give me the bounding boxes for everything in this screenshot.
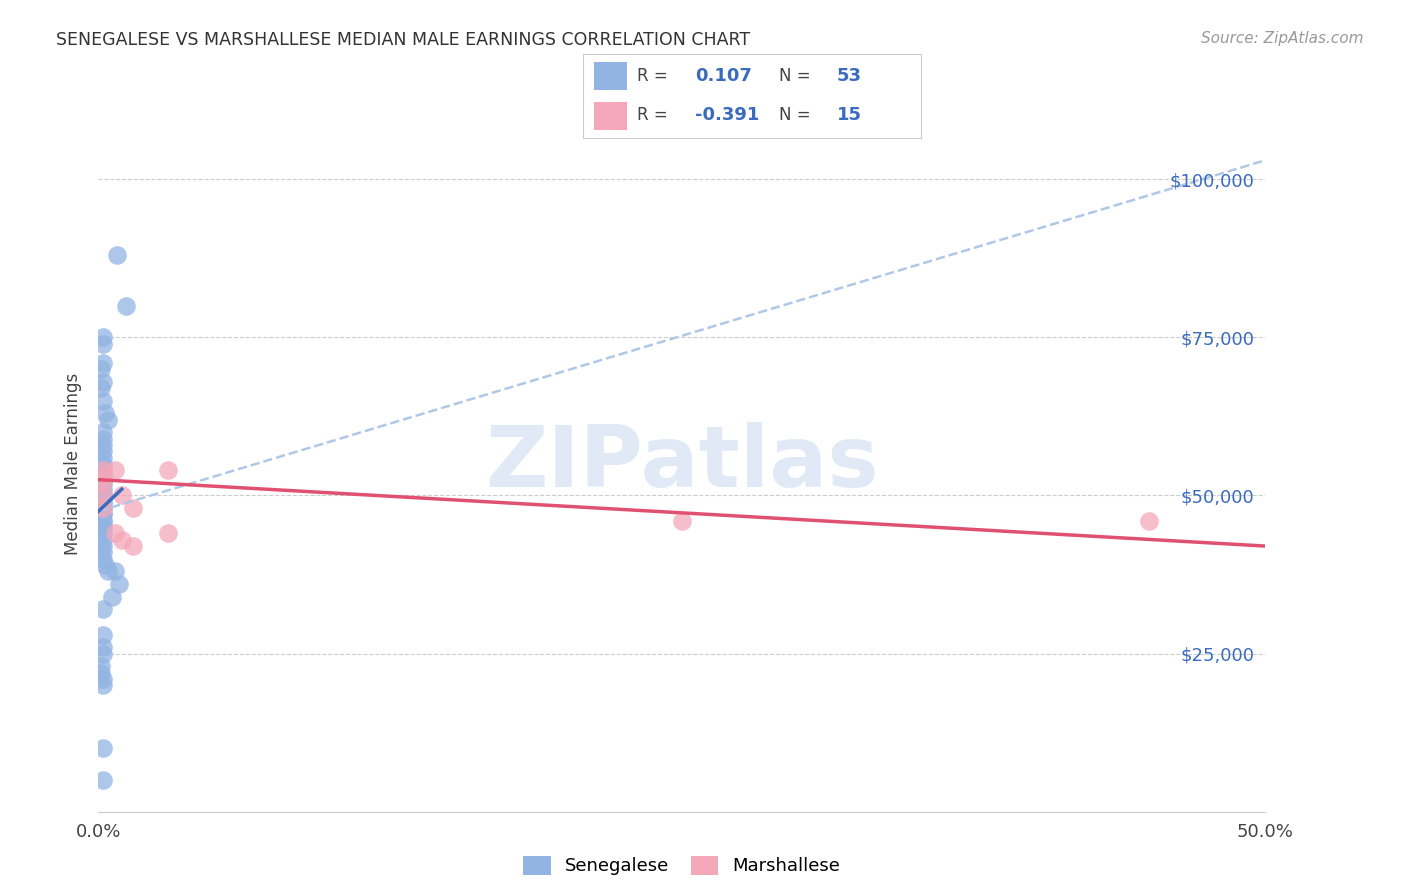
Point bbox=[91, 520, 114, 534]
Point bbox=[91, 672, 114, 686]
Point bbox=[104, 526, 127, 541]
Point bbox=[91, 336, 114, 351]
Point bbox=[122, 501, 145, 516]
Point bbox=[91, 551, 114, 566]
Point bbox=[91, 488, 114, 502]
Legend: Senegalese, Marshallese: Senegalese, Marshallese bbox=[516, 849, 848, 883]
Point bbox=[91, 627, 114, 641]
Point bbox=[91, 501, 114, 516]
Point bbox=[91, 640, 114, 655]
Point bbox=[91, 545, 114, 559]
Point bbox=[91, 678, 114, 692]
Point bbox=[91, 495, 114, 509]
Point bbox=[91, 533, 114, 547]
Point bbox=[157, 463, 180, 477]
Point bbox=[91, 501, 114, 516]
Point bbox=[91, 508, 114, 522]
Point bbox=[91, 425, 114, 440]
Point bbox=[91, 520, 114, 534]
Point bbox=[115, 299, 138, 313]
Point bbox=[94, 406, 117, 420]
Point bbox=[91, 501, 114, 516]
Point bbox=[91, 488, 114, 502]
Point bbox=[91, 495, 114, 509]
Point bbox=[90, 381, 112, 395]
Point bbox=[91, 526, 114, 541]
Point bbox=[90, 362, 112, 376]
Point bbox=[91, 463, 114, 477]
FancyBboxPatch shape bbox=[593, 62, 627, 90]
Point bbox=[1137, 514, 1160, 528]
Text: -0.391: -0.391 bbox=[695, 106, 759, 124]
Point bbox=[111, 488, 134, 502]
Point bbox=[105, 248, 128, 262]
Point bbox=[91, 514, 114, 528]
Point bbox=[101, 590, 124, 604]
Point bbox=[91, 602, 114, 616]
Point bbox=[91, 330, 114, 344]
Point bbox=[90, 665, 112, 680]
Point bbox=[91, 475, 114, 490]
Point bbox=[91, 482, 114, 496]
Point bbox=[91, 514, 114, 528]
Text: 53: 53 bbox=[837, 67, 862, 85]
Text: N =: N = bbox=[779, 67, 811, 85]
Point bbox=[91, 444, 114, 458]
Point bbox=[97, 412, 120, 426]
Point bbox=[91, 647, 114, 661]
Point bbox=[104, 463, 127, 477]
Text: ZIPatlas: ZIPatlas bbox=[485, 422, 879, 506]
Point bbox=[91, 539, 114, 553]
Point bbox=[104, 565, 127, 579]
Text: 0.107: 0.107 bbox=[695, 67, 752, 85]
Point bbox=[91, 469, 114, 483]
Point bbox=[94, 558, 117, 572]
Y-axis label: Median Male Earnings: Median Male Earnings bbox=[65, 373, 83, 555]
Point bbox=[91, 508, 114, 522]
Point bbox=[91, 450, 114, 465]
Text: N =: N = bbox=[779, 106, 811, 124]
Text: SENEGALESE VS MARSHALLESE MEDIAN MALE EARNINGS CORRELATION CHART: SENEGALESE VS MARSHALLESE MEDIAN MALE EA… bbox=[56, 31, 751, 49]
Point bbox=[91, 438, 114, 452]
Point bbox=[91, 488, 114, 502]
Point bbox=[91, 393, 114, 408]
Point bbox=[90, 659, 112, 673]
Point bbox=[91, 741, 114, 756]
Point bbox=[91, 773, 114, 788]
FancyBboxPatch shape bbox=[593, 102, 627, 130]
Point bbox=[91, 375, 114, 389]
Point bbox=[91, 463, 114, 477]
Text: 15: 15 bbox=[837, 106, 862, 124]
Text: R =: R = bbox=[637, 67, 668, 85]
Point bbox=[122, 539, 145, 553]
Point bbox=[111, 533, 134, 547]
Text: R =: R = bbox=[637, 106, 668, 124]
Point bbox=[91, 457, 114, 471]
Point bbox=[91, 432, 114, 446]
Point bbox=[91, 475, 114, 490]
Point bbox=[97, 565, 120, 579]
Point bbox=[108, 577, 131, 591]
Text: Source: ZipAtlas.com: Source: ZipAtlas.com bbox=[1201, 31, 1364, 46]
Point bbox=[671, 514, 693, 528]
Point bbox=[157, 526, 180, 541]
Point bbox=[91, 356, 114, 370]
Point bbox=[91, 469, 114, 483]
